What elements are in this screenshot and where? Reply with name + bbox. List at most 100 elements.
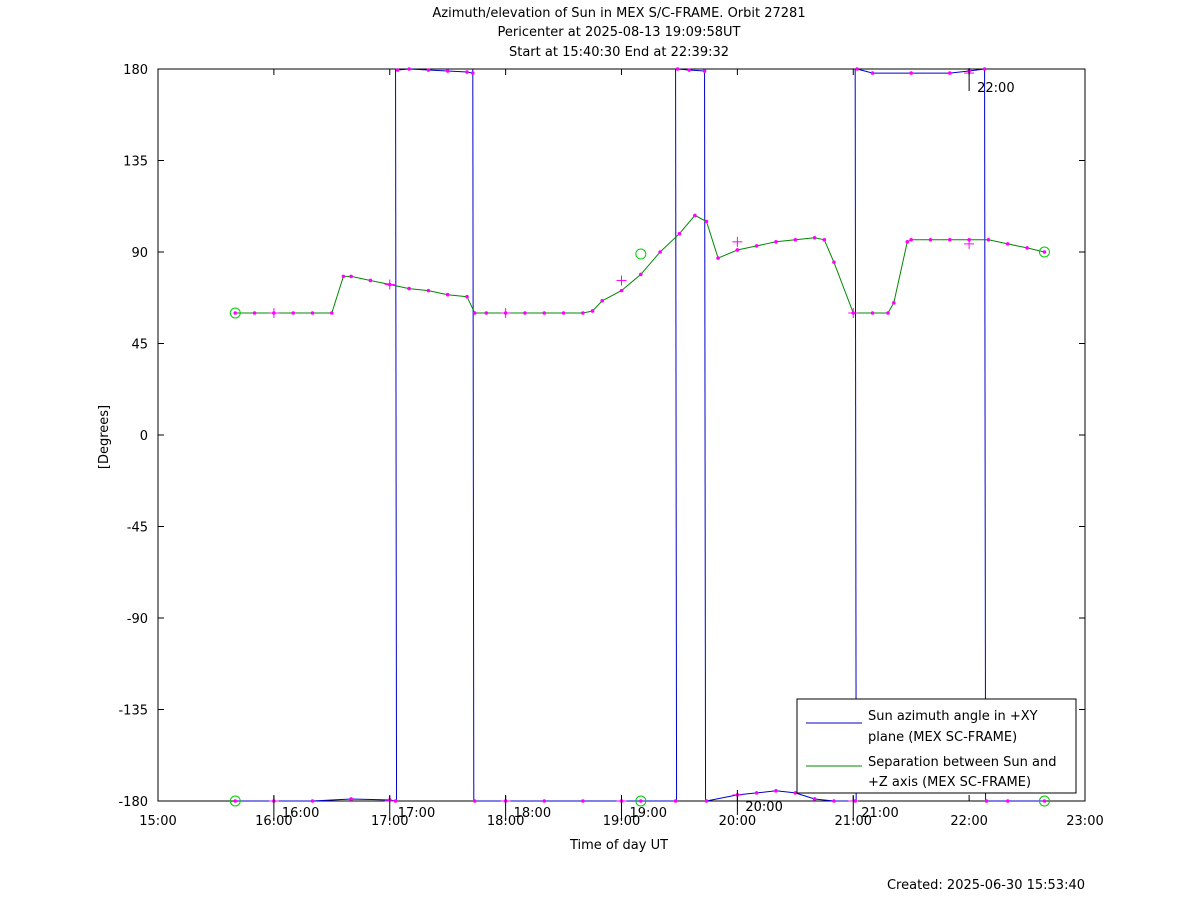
- azimuth-wrap-line: [854, 68, 857, 802]
- azimuth-point: [948, 71, 952, 75]
- event-circle-marker: [635, 795, 647, 807]
- azimuth-point: [704, 799, 709, 803]
- separation-point: [426, 288, 431, 293]
- azimuth-point: [310, 799, 315, 803]
- separation-point: [948, 238, 952, 242]
- legend: Sun azimuth angle in +XY plane (MEX SC-F…: [796, 698, 1077, 794]
- azimuth-point: [687, 68, 691, 72]
- hour-annotation-label: 19:00: [630, 806, 667, 821]
- x-tick-label: 17:00: [371, 814, 408, 829]
- separation-point: [1005, 242, 1010, 246]
- separation-point: [754, 244, 759, 248]
- separation-point: [832, 260, 836, 264]
- event-circle-marker: [229, 795, 241, 807]
- hour-annotations: 16:00 17:00 18:00 19:00 20:00 21:00 22:00: [268, 68, 1015, 821]
- separation-point: [472, 311, 477, 315]
- azimuth-point: [855, 67, 859, 71]
- event-circle-marker: [1038, 795, 1050, 807]
- azimuth-point: [909, 71, 913, 75]
- created-footer: Created: 2025-06-30 15:53:40: [887, 878, 1085, 893]
- legend-box: [796, 698, 1077, 794]
- azimuth-point: [1042, 799, 1047, 803]
- azimuth-point: [870, 71, 875, 75]
- azimuth-point: [832, 799, 836, 803]
- separation-point: [619, 288, 624, 293]
- separation-point: [693, 213, 697, 218]
- separation-point: [465, 294, 469, 299]
- azimuth-series-line: [856, 68, 985, 74]
- separation-point: [523, 311, 527, 315]
- azimuth-point: [542, 799, 547, 803]
- separation-point: [704, 219, 709, 224]
- separation-point: [1042, 250, 1047, 254]
- x-tick-label: 15:00: [139, 814, 176, 829]
- separation-point: [716, 256, 720, 260]
- separation-point: [658, 250, 662, 254]
- chart-title: Azimuth/elevation of Sun in MEX S/C-FRAM…: [432, 6, 805, 60]
- title-line-1: Azimuth/elevation of Sun in MEX S/C-FRAM…: [432, 6, 805, 21]
- separation-point: [886, 311, 890, 315]
- y-tick-label: 135: [123, 155, 148, 170]
- azimuth-wrap-line: [984, 68, 987, 802]
- y-tick-label: 0: [140, 429, 148, 444]
- azimuth-point: [1005, 799, 1010, 803]
- y-tick-label: 90: [131, 246, 148, 261]
- legend-label-separation-line1: Separation between Sun and: [868, 755, 1056, 770]
- separation-point: [310, 311, 315, 315]
- azimuth-point: [754, 791, 759, 795]
- azimuth-point: [426, 68, 431, 72]
- azimuth-point: [349, 797, 353, 801]
- azimuth-point: [812, 797, 817, 801]
- hour-annotation-label: 20:00: [745, 800, 782, 815]
- series-layer: [235, 68, 1045, 802]
- azimuth-wrap-line: [395, 68, 398, 802]
- separation-point: [252, 311, 257, 315]
- azimuth-point: [982, 67, 987, 71]
- separation-point: [986, 238, 991, 242]
- separation-point: [892, 301, 896, 305]
- azimuth-point: [407, 67, 411, 71]
- azimuth-wrap-line: [704, 68, 707, 802]
- hour-annotation-label: 18:00: [514, 806, 551, 821]
- separation-point: [793, 238, 798, 242]
- separation-point: [928, 238, 933, 242]
- azimuth-point: [984, 799, 989, 803]
- y-tick-label: -90: [127, 612, 148, 627]
- separation-point: [905, 240, 910, 244]
- separation-point: [581, 311, 585, 315]
- separation-point: [590, 309, 595, 313]
- azimuth-point: [673, 799, 678, 803]
- separation-point: [561, 311, 566, 315]
- x-tick-label: 20:00: [719, 814, 756, 829]
- azimuth-point: [470, 71, 475, 75]
- x-tick-label: 16:00: [255, 814, 292, 829]
- y-axis-ticks: 180 135 90 45 0 -45 -90 -135 -180: [118, 63, 1085, 810]
- azimuth-point: [581, 799, 585, 803]
- separation-point: [407, 286, 411, 291]
- separation-point: [639, 272, 643, 277]
- plot-frame: [157, 68, 1086, 802]
- separation-point: [484, 311, 489, 315]
- marker-layer: [229, 67, 1050, 807]
- separation-point: [600, 299, 604, 303]
- separation-point: [870, 311, 875, 315]
- azimuth-point: [393, 799, 398, 803]
- event-circle-marker: [635, 248, 647, 260]
- separation-point: [909, 238, 913, 242]
- separation-point: [330, 311, 334, 315]
- separation-point: [1025, 246, 1029, 250]
- x-axis-ticks: 15:00 16:00 17:00 18:00 19:00 20:00 21:00 22:00…: [139, 69, 1104, 829]
- separation-point: [233, 311, 238, 315]
- legend-label-azimuth-line2: plane (MEX SC-FRAME): [868, 730, 1017, 745]
- azimuth-wrap-line: [675, 68, 678, 802]
- x-axis-label: Time of day UT: [569, 838, 668, 853]
- hour-annotation-label: 21:00: [861, 806, 898, 821]
- separation-point: [445, 292, 450, 297]
- separation-point: [542, 311, 547, 315]
- y-tick-label: -180: [118, 795, 148, 810]
- separation-point: [812, 235, 817, 240]
- title-line-3: Start at 15:40:30 End at 22:39:32: [509, 45, 729, 60]
- separation-point: [341, 274, 346, 279]
- azimuth-point: [639, 799, 643, 803]
